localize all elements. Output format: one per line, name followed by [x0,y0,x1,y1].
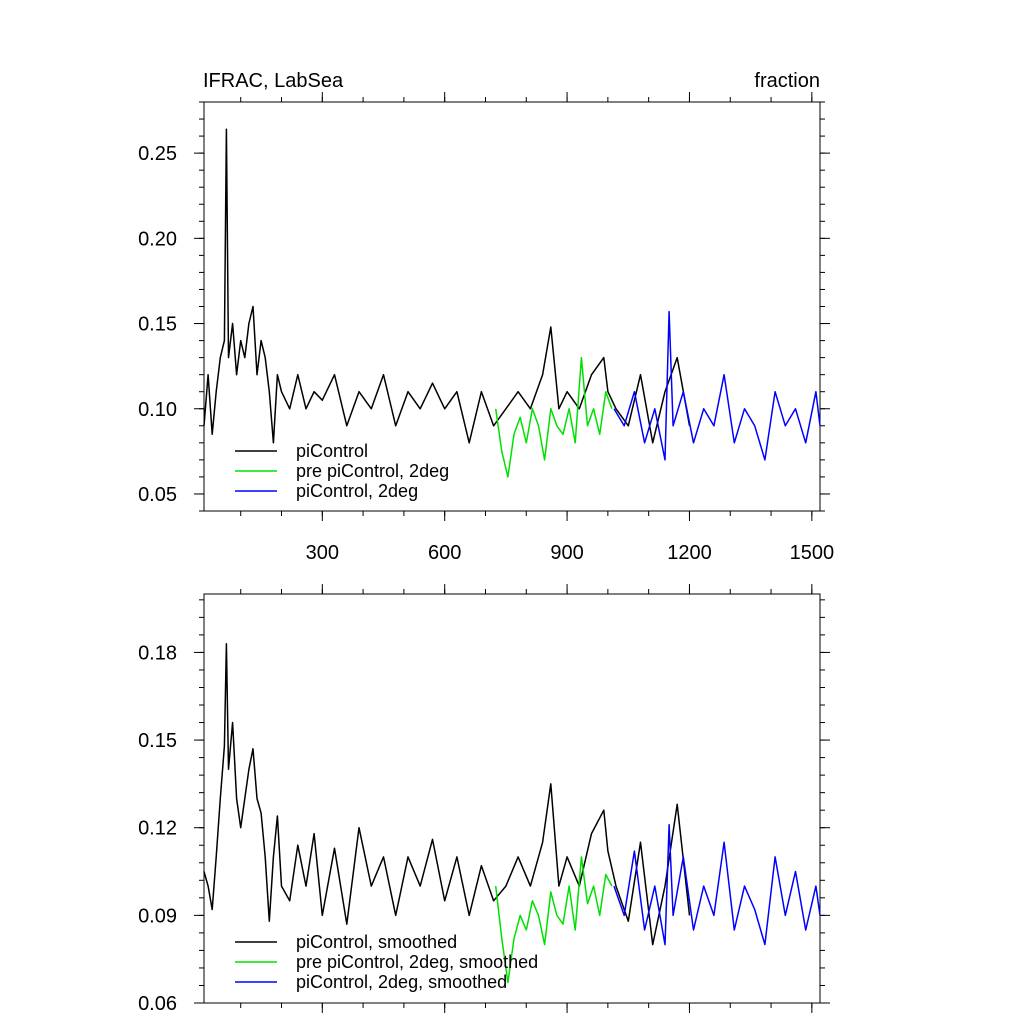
y-tick-label: 0.20 [138,228,177,250]
plot-frame [203,593,821,1004]
legend-label: pre piControl, 2deg [296,461,449,481]
legend-label: piControl, 2deg, smoothed [296,972,507,992]
x-tick-label: 600 [428,542,461,564]
y-tick-label: 0.10 [138,399,177,421]
y-tick-label: 0.18 [138,642,177,664]
y-tick-label: 0.09 [138,905,177,927]
series-line-2 [494,356,613,478]
y-tick-label: 0.15 [138,314,177,336]
legend-label: piControl, smoothed [296,932,457,952]
x-tick-label: 300 [306,542,339,564]
y-tick-label: 0.05 [138,484,177,506]
series-line-1 [203,642,691,946]
x-tick-label: 1500 [790,542,835,564]
series-line-3 [613,310,821,461]
y-tick-label: 0.06 [138,993,177,1015]
y-tick-label: 0.12 [138,818,177,840]
right-title: fraction [754,70,820,92]
top-panel: 0.05 0.10 0.15 0.20 0.25 300 600 900 1200 1500 piC… [138,92,834,564]
x-tick-label: 1200 [667,542,712,564]
legend-label: piControl, 2deg [296,481,418,501]
y-tick-label: 0.15 [138,730,177,752]
left-title: IFRAC, LabSea [203,70,344,92]
y-tick-label: 0.25 [138,143,177,165]
series-line-3 [613,824,821,946]
legend-label: piControl [296,441,368,461]
series-line-2 [494,856,613,984]
series-line-1 [203,128,691,444]
legend-label: pre piControl, 2deg, smoothed [296,952,538,972]
x-tick-label: 900 [550,542,583,564]
